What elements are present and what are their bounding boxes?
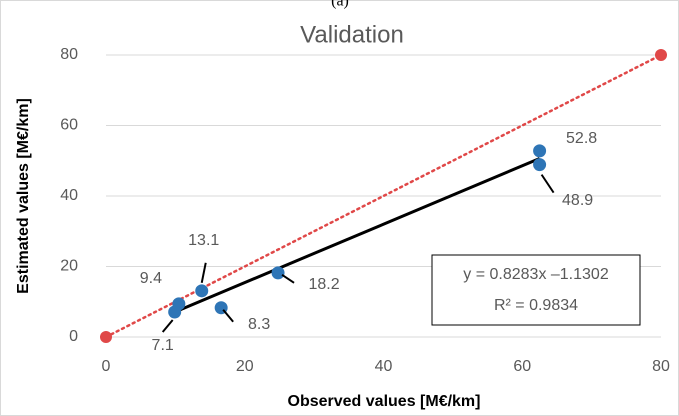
data-label: 9.4 <box>140 270 162 287</box>
data-point <box>271 266 285 280</box>
y-tick-label: 40 <box>60 187 78 204</box>
data-point <box>168 305 182 319</box>
leader-line <box>200 262 207 284</box>
data-point <box>533 158 547 172</box>
y-tick-label: 20 <box>60 258 78 275</box>
equation: y = 0.8283x –1.1302 <box>463 266 609 283</box>
leader-line <box>161 319 174 333</box>
r-squared: R² = 0.9834 <box>494 297 578 314</box>
chart-title: Validation <box>300 21 404 48</box>
data-point <box>533 144 547 158</box>
panel-label: (a) <box>331 0 349 10</box>
data-label: 48.9 <box>562 192 593 209</box>
x-tick-label: 0 <box>102 358 111 375</box>
trendline <box>171 157 541 315</box>
leader-line <box>281 274 295 284</box>
data-label: 52.8 <box>566 130 597 147</box>
data-label: 7.1 <box>152 337 174 354</box>
y-tick-label: 0 <box>69 328 78 345</box>
y-tick-label: 60 <box>60 117 78 134</box>
x-tick-label: 20 <box>236 358 254 375</box>
equation-box <box>431 254 641 326</box>
leader-line <box>540 174 555 194</box>
data-label: 13.1 <box>188 232 219 249</box>
x-tick-label: 80 <box>652 358 670 375</box>
leader-line <box>222 309 234 323</box>
data-point <box>195 284 209 298</box>
reference-endpoint <box>100 331 112 343</box>
data-label: 18.2 <box>308 276 339 293</box>
x-axis-title: Observed values [M€/km] <box>288 393 481 410</box>
reference-endpoint <box>655 49 667 61</box>
y-tick-label: 80 <box>60 46 78 63</box>
x-tick-label: 60 <box>513 358 531 375</box>
y-axis-title: Estimated values [M€/km] <box>15 98 32 294</box>
data-label: 8.3 <box>248 316 270 333</box>
x-tick-label: 40 <box>375 358 393 375</box>
